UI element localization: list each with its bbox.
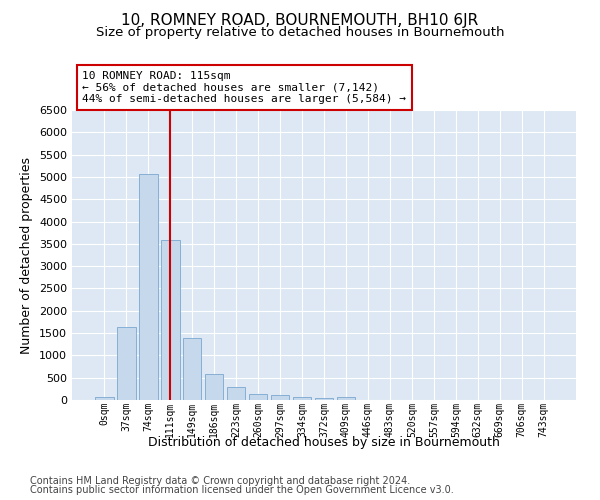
- Bar: [314, 398, 334, 400]
- Bar: [249, 394, 268, 400]
- Text: 10 ROMNEY ROAD: 115sqm
← 56% of detached houses are smaller (7,142)
44% of semi-: 10 ROMNEY ROAD: 115sqm ← 56% of detached…: [82, 71, 406, 104]
- Bar: [227, 387, 245, 400]
- Bar: [293, 396, 311, 400]
- Bar: [139, 174, 158, 400]
- Text: Size of property relative to detached houses in Bournemouth: Size of property relative to detached ho…: [96, 26, 504, 39]
- Text: Contains public sector information licensed under the Open Government Licence v3: Contains public sector information licen…: [30, 485, 454, 495]
- Bar: [95, 396, 113, 400]
- Text: 10, ROMNEY ROAD, BOURNEMOUTH, BH10 6JR: 10, ROMNEY ROAD, BOURNEMOUTH, BH10 6JR: [121, 12, 479, 28]
- Bar: [337, 396, 355, 400]
- Bar: [183, 338, 202, 400]
- Bar: [161, 240, 179, 400]
- Bar: [271, 394, 289, 400]
- Text: Contains HM Land Registry data © Crown copyright and database right 2024.: Contains HM Land Registry data © Crown c…: [30, 476, 410, 486]
- Y-axis label: Number of detached properties: Number of detached properties: [20, 156, 34, 354]
- Bar: [205, 374, 223, 400]
- Text: Distribution of detached houses by size in Bournemouth: Distribution of detached houses by size …: [148, 436, 500, 449]
- Bar: [117, 327, 136, 400]
